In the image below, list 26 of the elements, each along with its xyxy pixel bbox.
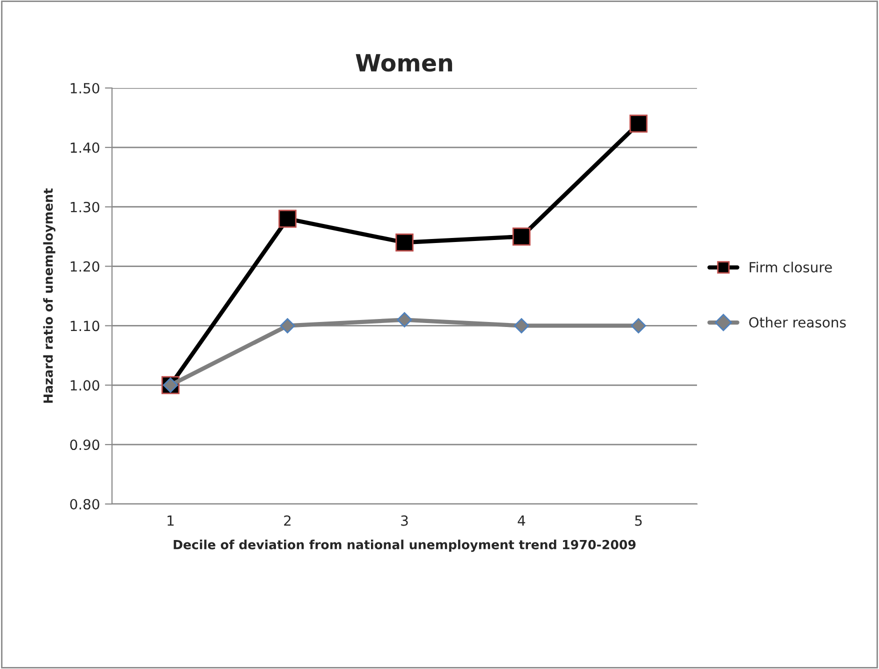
x-axis-title: Decile of deviation from national unemployment trend 1970-2009 (174, 540, 636, 552)
point (278, 210, 297, 228)
x-tick-label: 5 (635, 516, 642, 526)
x-tick-label: 4 (518, 516, 526, 526)
point (514, 318, 530, 334)
point (280, 318, 296, 334)
y-tick-label: 1.50 (70, 82, 100, 94)
y-tick-label: 0.90 (70, 440, 100, 450)
y-tick-label: 1.20 (70, 261, 100, 272)
legend-label: Other reasons (749, 316, 846, 328)
legend-label: Firm closure (750, 262, 832, 272)
y-tick-label: 1.10 (70, 320, 100, 332)
y-axis-title: Hazard ratio of unemployment (43, 188, 56, 403)
point (395, 233, 414, 252)
y-tick-label: 1.30 (70, 202, 100, 212)
x-tick-label: 3 (401, 515, 408, 526)
point (396, 312, 412, 328)
point (629, 114, 648, 133)
x-tick-label: 2 (284, 515, 291, 526)
point (512, 228, 531, 246)
y-tick-label: 0.80 (70, 498, 100, 510)
point (630, 318, 646, 334)
chart-title: Women (356, 54, 452, 72)
y-tick-label: 1.40 (70, 142, 100, 153)
y-tick-label: 1.00 (70, 380, 100, 391)
x-tick-label: 1 (168, 516, 174, 526)
